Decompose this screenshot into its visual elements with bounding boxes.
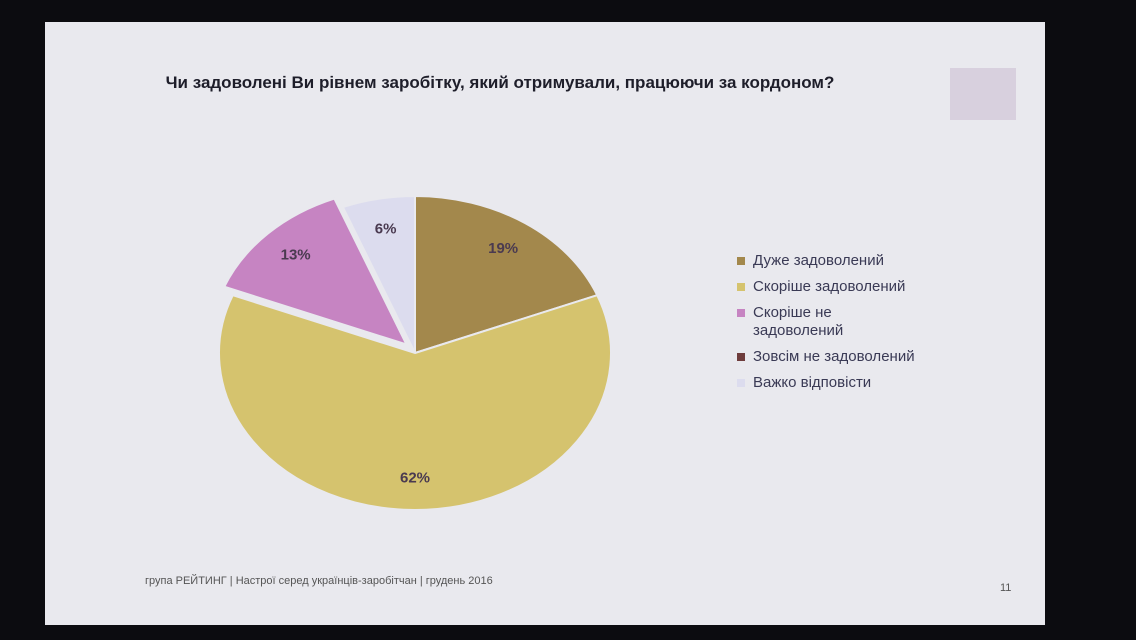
legend-label: Зовсім не задоволений bbox=[753, 348, 915, 365]
legend-label: Дуже задоволений bbox=[753, 252, 884, 269]
pie-slice bbox=[222, 197, 409, 347]
legend-label: Важко відповісти bbox=[753, 374, 872, 391]
legend-swatch bbox=[737, 257, 745, 265]
data-label: 62% bbox=[400, 470, 430, 487]
legend-swatch bbox=[737, 283, 745, 291]
legend-item: Скоріше не задоволений bbox=[735, 304, 915, 340]
legend-item: Скоріше задоволений bbox=[735, 278, 915, 296]
chart-title: Чи задоволені Ви рівнем заробітку, який … bbox=[165, 73, 835, 92]
decoration bbox=[950, 68, 1016, 120]
data-label: 19% bbox=[488, 240, 518, 257]
data-label: 6% bbox=[375, 221, 397, 238]
legend-item: Дуже задоволений bbox=[735, 252, 915, 270]
footer: група РЕЙТИНГ | Настрої серед українців-… bbox=[145, 575, 493, 587]
legend-swatch bbox=[737, 379, 745, 387]
legend-swatch bbox=[737, 353, 745, 361]
legend-item: Важко відповісти bbox=[735, 374, 915, 392]
pie-slice bbox=[218, 293, 612, 511]
slide: Чи задоволені Ви рівнем заробітку, який … bbox=[45, 22, 1045, 625]
pie-slice bbox=[341, 194, 416, 354]
legend: Дуже задоволений Скоріше задоволений Скорі… bbox=[735, 252, 915, 400]
data-label: 13% bbox=[281, 247, 311, 264]
legend-item: Зовсім не задоволений bbox=[735, 348, 915, 366]
legend-label: Скоріше задоволений bbox=[753, 278, 906, 295]
pie-slice bbox=[414, 194, 599, 355]
legend-label: Скоріше не задоволений bbox=[753, 304, 844, 339]
page-number: 11 bbox=[1000, 582, 1012, 594]
legend-swatch bbox=[737, 309, 745, 317]
chart: 19% 62% 13% 6% bbox=[218, 194, 612, 511]
